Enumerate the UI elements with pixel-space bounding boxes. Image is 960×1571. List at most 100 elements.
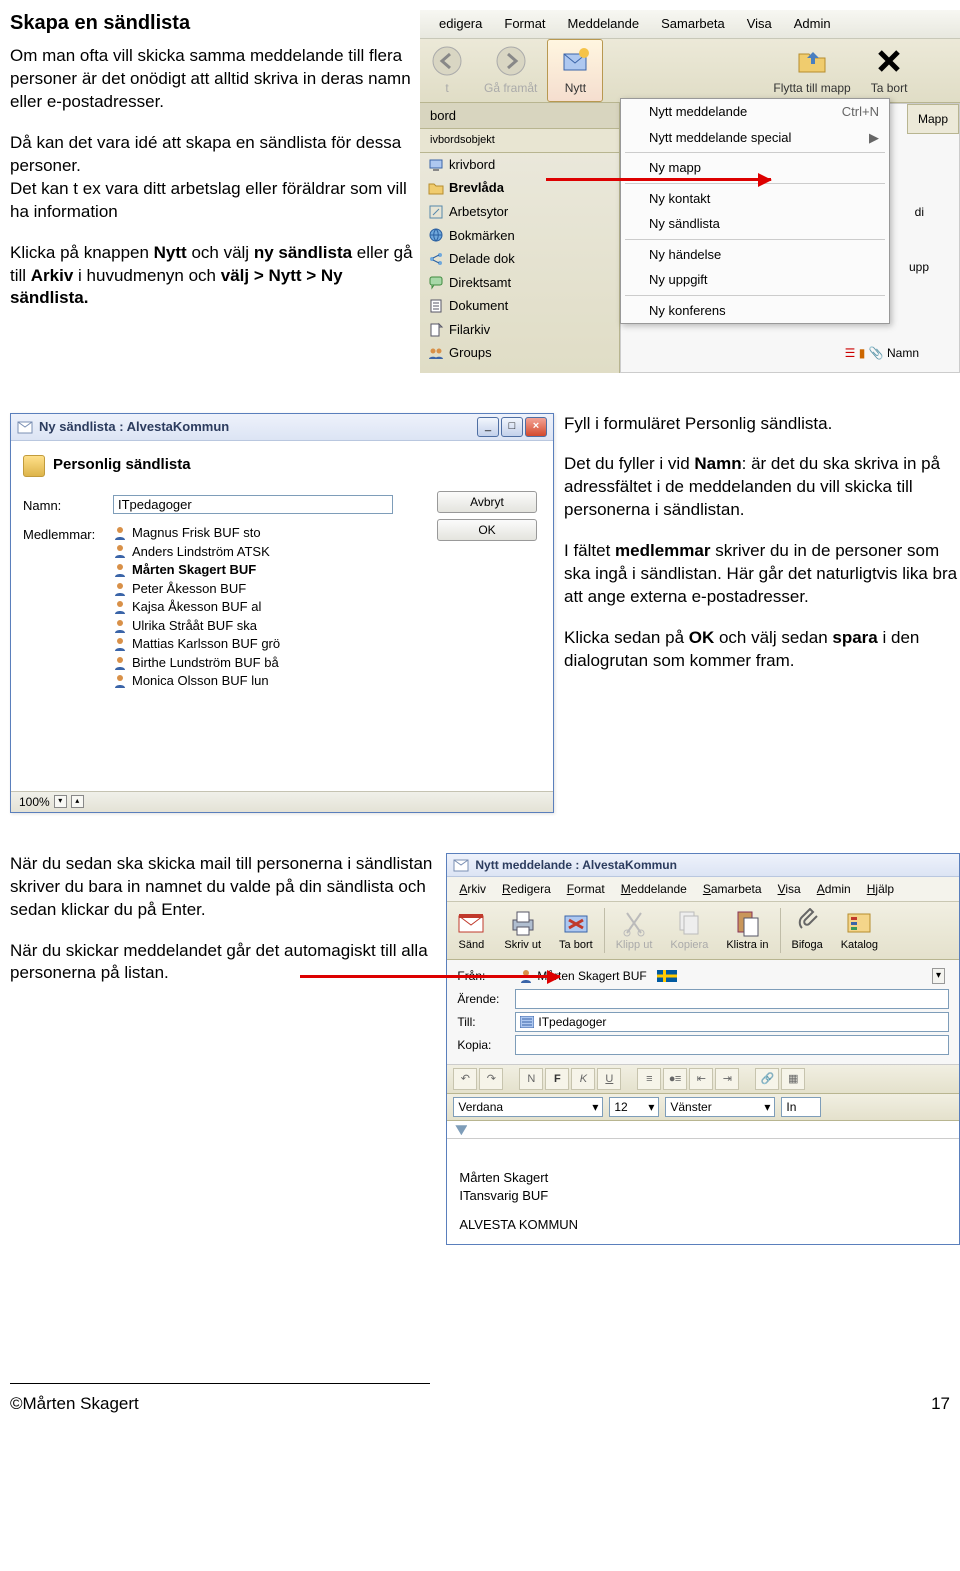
indent-button[interactable]: ⇥ bbox=[715, 1068, 739, 1090]
menu-item[interactable]: Format bbox=[493, 13, 556, 35]
dialog-heading: Personlig sändlista bbox=[49, 455, 541, 477]
member-item[interactable]: Monica Olsson BUF lun bbox=[113, 672, 541, 690]
menu-item[interactable]: Nytt meddelandeCtrl+N bbox=[621, 99, 889, 125]
menu-item[interactable]: Ny uppgift bbox=[621, 267, 889, 293]
bold-button[interactable]: F bbox=[545, 1068, 569, 1090]
sidebar-item[interactable]: Filarkiv bbox=[420, 318, 619, 342]
arrow-annotation bbox=[300, 975, 560, 978]
to-label: Till: bbox=[457, 1014, 515, 1030]
menu-item[interactable]: Nytt meddelande special▶ bbox=[621, 125, 889, 151]
link-button[interactable]: 🔗 bbox=[755, 1068, 779, 1090]
menu-item[interactable]: Redigera bbox=[494, 879, 559, 899]
move-button[interactable]: Flytta till mapp bbox=[763, 39, 860, 102]
menu-item[interactable]: Samarbeta bbox=[695, 879, 770, 899]
cc-input[interactable] bbox=[515, 1035, 949, 1055]
sidebar-item-label: Filarkiv bbox=[449, 321, 490, 339]
paste-button[interactable]: Klistra in bbox=[717, 902, 777, 959]
menu-item[interactable]: Admin bbox=[783, 13, 842, 35]
sidebar-item[interactable]: Groups bbox=[420, 341, 619, 365]
close-button[interactable]: × bbox=[525, 417, 547, 437]
intro-p1: Om man ofta vill skicka samma meddelande… bbox=[10, 45, 416, 114]
sidebar-header[interactable]: bord bbox=[420, 103, 619, 130]
delete-button[interactable]: Ta bort bbox=[861, 39, 918, 102]
undo-button[interactable]: ↶ bbox=[453, 1068, 477, 1090]
minimize-button[interactable]: _ bbox=[477, 417, 499, 437]
member-item[interactable]: Mattias Karlsson BUF grö bbox=[113, 635, 541, 653]
bullet-button[interactable]: ⦁≡ bbox=[663, 1068, 687, 1090]
image-button[interactable]: ▦ bbox=[781, 1068, 805, 1090]
menu-item[interactable]: Admin bbox=[809, 879, 859, 899]
member-item[interactable]: Kajsa Åkesson BUF al bbox=[113, 598, 541, 616]
back-button[interactable]: t bbox=[420, 39, 474, 102]
message-window: Nytt meddelande : AlvestaKommun ArkivRed… bbox=[446, 853, 960, 1245]
cancel-button[interactable]: Avbryt bbox=[437, 491, 537, 513]
editor[interactable]: Mårten Skagert ITansvarig BUF ALVESTA KO… bbox=[447, 1139, 959, 1244]
menu-item[interactable]: Meddelande bbox=[613, 879, 695, 899]
members-list[interactable]: Magnus Frisk BUF stoAnders Lindström ATS… bbox=[113, 524, 541, 690]
cut-button[interactable]: Klipp ut bbox=[607, 902, 662, 959]
sidebar-item[interactable]: Dokument bbox=[420, 294, 619, 318]
menu-item[interactable]: Visa bbox=[770, 879, 809, 899]
member-item[interactable]: Peter Åkesson BUF bbox=[113, 580, 541, 598]
outdent-button[interactable]: ⇤ bbox=[689, 1068, 713, 1090]
normal-button[interactable]: N bbox=[519, 1068, 543, 1090]
new-button[interactable]: Nytt bbox=[547, 39, 603, 102]
delete-button[interactable]: Ta bort bbox=[550, 902, 602, 959]
menu-item[interactable]: Ny kontakt bbox=[621, 186, 889, 212]
align2-select[interactable]: In bbox=[781, 1097, 821, 1117]
subject-input[interactable] bbox=[515, 989, 949, 1009]
msg-menubar[interactable]: ArkivRedigeraFormatMeddelandeSamarbetaVi… bbox=[447, 877, 959, 902]
maximize-button[interactable]: □ bbox=[501, 417, 523, 437]
zoom-down[interactable]: ▾ bbox=[54, 795, 67, 808]
menu-item[interactable]: Format bbox=[559, 879, 613, 899]
person-icon bbox=[113, 600, 127, 614]
menu-item[interactable]: Arkiv bbox=[451, 879, 494, 899]
mapp-button[interactable]: Mapp bbox=[907, 104, 959, 134]
sidebar-item[interactable]: Direktsamt bbox=[420, 271, 619, 295]
clip-icon bbox=[792, 908, 822, 938]
page-title: Skapa en sändlista bbox=[10, 10, 416, 37]
menu-item[interactable]: Ny konferens bbox=[621, 298, 889, 324]
list-button[interactable]: ≡ bbox=[637, 1068, 661, 1090]
file-icon bbox=[428, 322, 444, 338]
member-item[interactable]: Mårten Skagert BUF bbox=[113, 561, 541, 579]
sidebar-item[interactable]: Delade dok bbox=[420, 247, 619, 271]
signature-line: ITansvarig BUF bbox=[459, 1187, 947, 1205]
print-button[interactable]: Skriv ut bbox=[495, 902, 550, 959]
menu-item[interactable]: Samarbeta bbox=[650, 13, 736, 35]
menu-item[interactable]: Ny sändlista bbox=[621, 211, 889, 237]
menu-item[interactable]: Hjälp bbox=[859, 879, 902, 899]
zoom-up[interactable]: ▴ bbox=[71, 795, 84, 808]
member-item[interactable]: Birthe Lundström BUF bå bbox=[113, 654, 541, 672]
menu-item[interactable]: edigera bbox=[428, 13, 493, 35]
signature-line: Mårten Skagert bbox=[459, 1169, 947, 1187]
menu-item[interactable]: Ny mapp bbox=[621, 155, 889, 181]
forward-button[interactable]: Gå framåt bbox=[474, 39, 547, 102]
font-select[interactable]: Verdana▾ bbox=[453, 1097, 603, 1117]
underline-button[interactable]: U bbox=[597, 1068, 621, 1090]
send-button[interactable]: Sänd bbox=[447, 902, 495, 959]
member-item[interactable]: Ulrika Strååt BUF ska bbox=[113, 617, 541, 635]
catalog-button[interactable]: Katalog bbox=[832, 902, 887, 959]
attach-button[interactable]: Bifoga bbox=[783, 902, 832, 959]
ok-button[interactable]: OK bbox=[437, 519, 537, 541]
sidebar-item[interactable]: Arbetsytor bbox=[420, 200, 619, 224]
sidebar-sublabel[interactable]: ivbordsobjekt bbox=[420, 129, 619, 153]
menu-item[interactable]: Ny händelse bbox=[621, 242, 889, 268]
italic-button[interactable]: K bbox=[571, 1068, 595, 1090]
menu-item[interactable]: Visa bbox=[736, 13, 783, 35]
size-select[interactable]: 12▾ bbox=[609, 1097, 659, 1117]
name-input[interactable] bbox=[113, 495, 393, 514]
sidebar-item[interactable]: krivbord bbox=[420, 153, 619, 177]
copy-button[interactable]: Kopiera bbox=[661, 902, 717, 959]
ruler[interactable] bbox=[447, 1121, 959, 1139]
menubar[interactable]: edigera Format Meddelande Samarbeta Visa… bbox=[420, 10, 960, 39]
align-select[interactable]: Vänster▾ bbox=[665, 1097, 775, 1117]
to-input[interactable]: ITpedagoger bbox=[515, 1012, 949, 1032]
sidebar-item[interactable]: Bokmärken bbox=[420, 224, 619, 248]
link-icon bbox=[428, 204, 444, 220]
sec3-p2: När du skickar meddelandet går det autom… bbox=[10, 940, 436, 986]
redo-button[interactable]: ↷ bbox=[479, 1068, 503, 1090]
folder-icon bbox=[795, 44, 829, 78]
menu-item[interactable]: Meddelande bbox=[557, 13, 651, 35]
